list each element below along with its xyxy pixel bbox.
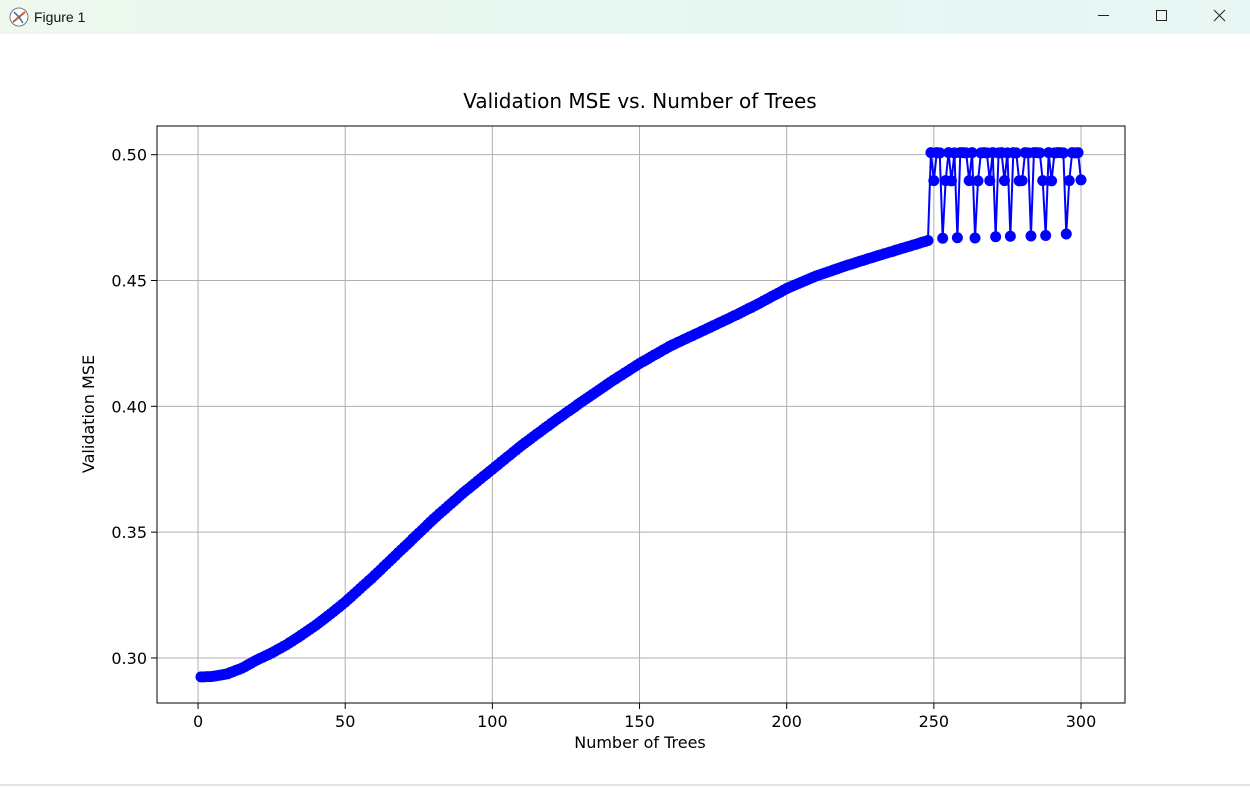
y-tick-label: 0.35 [111, 523, 147, 542]
data-point [1016, 175, 1028, 187]
x-tick-label: 250 [919, 712, 950, 731]
data-point [928, 175, 940, 187]
data-point [1025, 230, 1037, 242]
x-tick-label: 100 [477, 712, 508, 731]
data-point [1072, 147, 1084, 159]
data-point [990, 231, 1002, 243]
data-point [934, 147, 946, 159]
data-point [966, 147, 978, 159]
chart-title: Validation MSE vs. Number of Trees [463, 89, 816, 113]
data-line [201, 151, 1082, 678]
data-point [1057, 147, 1069, 159]
bottom-border [0, 784, 1250, 786]
chart: Validation MSE vs. Number of Trees Numbe… [79, 89, 1126, 752]
data-point [922, 234, 934, 246]
title-bar: Figure 1 [0, 0, 1250, 34]
data-point [984, 175, 996, 187]
y-tick-label: 0.40 [111, 397, 147, 416]
plot-frame [156, 125, 1126, 704]
data-point [972, 175, 984, 187]
y-axis-label: Validation MSE [79, 355, 98, 473]
data-point [1034, 147, 1046, 159]
close-button[interactable] [1190, 0, 1248, 34]
y-tick-label: 0.50 [111, 146, 147, 165]
window-title: Figure 1 [34, 9, 86, 25]
y-tick-label: 0.45 [111, 272, 147, 291]
x-axis-label: Number of Trees [574, 733, 706, 752]
data-point [951, 232, 963, 244]
data-point [998, 175, 1010, 187]
data-point [946, 175, 958, 187]
app-icon [9, 7, 29, 27]
data-point [963, 175, 975, 187]
data-point [937, 232, 949, 244]
y-tick-label: 0.30 [111, 649, 147, 668]
x-tick-label: 150 [624, 712, 655, 731]
data-point [1040, 229, 1052, 241]
data-point [1075, 174, 1087, 186]
data-point [1010, 147, 1022, 159]
maximize-button[interactable] [1132, 0, 1190, 34]
x-tick-label: 0 [193, 712, 203, 731]
data-point [1037, 175, 1049, 187]
data-point [969, 232, 981, 244]
x-tick-label: 50 [335, 712, 355, 731]
data-point [1063, 175, 1075, 187]
minimize-button[interactable] [1074, 0, 1132, 34]
data-point [1060, 228, 1072, 240]
x-tick-label: 200 [771, 712, 802, 731]
x-tick-label: 300 [1066, 712, 1097, 731]
data-point [1046, 175, 1058, 187]
data-point [1004, 230, 1016, 242]
